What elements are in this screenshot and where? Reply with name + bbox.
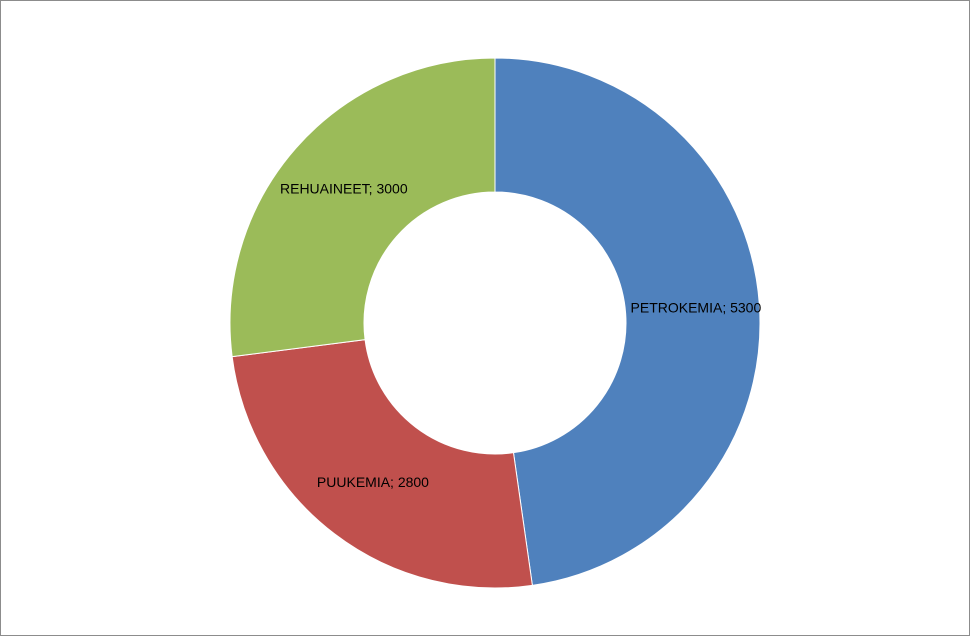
- slice-petrokemia: [494, 57, 761, 586]
- slice-rehuaineet: [229, 57, 496, 358]
- data-label-petrokemia: PETROKEMIA; 5300: [631, 299, 762, 315]
- data-label-rehuaineet: REHUAINEET; 3000: [280, 181, 408, 197]
- slice-puukemia: [231, 339, 533, 589]
- data-label-puukemia: PUUKEMIA; 2800: [317, 474, 429, 490]
